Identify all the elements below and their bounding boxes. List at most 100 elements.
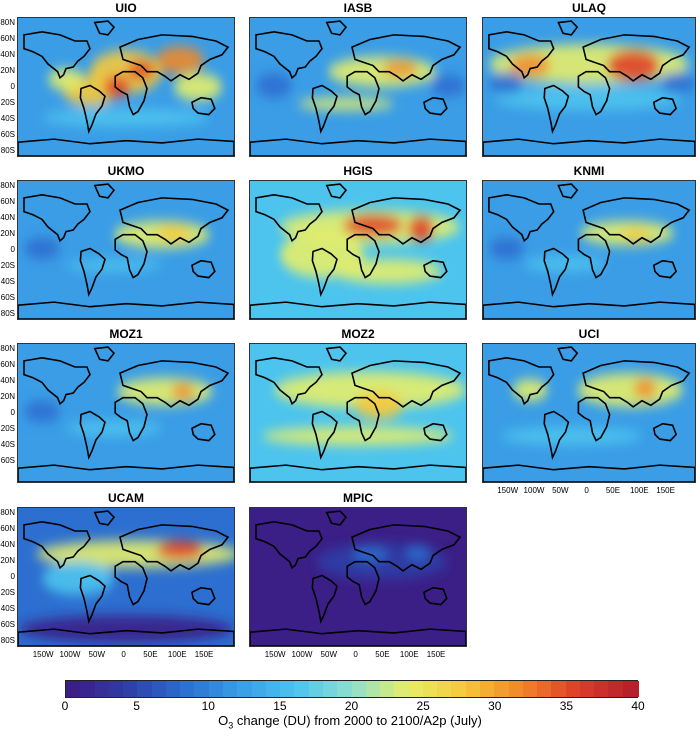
map-panel-hgis: HGIS [249, 164, 467, 320]
coastline [18, 139, 234, 156]
ozone-blob [42, 561, 114, 596]
lon-axis: 150W 100W 50W 0 50E 100E 150E [17, 647, 235, 659]
ozone-blob [382, 60, 418, 77]
colorbar-segment [294, 681, 311, 697]
colorbar-segment [380, 681, 397, 697]
coastline [120, 525, 228, 571]
coastline [424, 261, 447, 278]
ozone-blob [500, 426, 642, 446]
map-panel-ukmo: UKMO 80N 60N 40N 20N 0 20S 40S 60S 80S [0, 164, 235, 320]
coastline [256, 358, 322, 404]
lat-axis: 80N 60N 40N 20N 0 20S 40S 60S 80S [0, 507, 15, 647]
coastline [352, 525, 460, 571]
coastline [558, 184, 577, 198]
lat-label: 40N [0, 212, 15, 222]
map-panel-ucam: UCAM 80N 60N 40N 20N 0 20S 40S 60S 80S 150W 100W 5… [0, 491, 235, 659]
lat-label: 60N [0, 523, 15, 533]
colorbar-segment [308, 681, 325, 697]
ozone-blob [512, 379, 548, 401]
map-panel-moz1: MOZ1 80N 60N 40N 20N 0 20S 40S 60S [0, 327, 235, 483]
map-panel-uio: UIO 80N 60N 40N 20N 0 20S 40S 60S 80S [0, 1, 235, 157]
lat-label: 20S [0, 588, 15, 598]
ozone-blob [66, 259, 162, 272]
lat-label: 40S [0, 277, 15, 287]
coastline [544, 248, 568, 294]
ozone-blob [430, 74, 466, 97]
colorbar-segment [551, 681, 568, 697]
coastline [347, 398, 379, 441]
lat-label: 60N [0, 196, 15, 206]
coastline [95, 21, 114, 35]
lon-label: 150E [426, 650, 446, 659]
ozone-blob [298, 97, 394, 110]
coastline [654, 261, 676, 278]
lat-label: 60S [0, 293, 15, 303]
colorbar-segment [280, 681, 297, 697]
lat-label: 20N [0, 555, 15, 565]
coastline [327, 511, 346, 525]
colorbar-tick-label: 40 [631, 699, 645, 713]
lat-label: 20S [0, 98, 15, 108]
map-area [17, 17, 235, 157]
ozone-field [24, 377, 213, 436]
lon-label: 50W [320, 650, 338, 659]
panel-title: UCI [578, 327, 600, 341]
colorbar-segment [351, 681, 368, 697]
panel-title: MOZ2 [341, 327, 375, 341]
lon-axis: 150W 100W 50W 0 50E 100E 150E [482, 483, 696, 495]
lon-label: 0 [121, 650, 126, 659]
coastline [192, 98, 215, 115]
panel-title: UIO [115, 1, 137, 15]
colorbar-segment [194, 681, 211, 697]
ozone-blob [24, 237, 60, 260]
map-background [483, 344, 695, 482]
ozone-blob [48, 68, 84, 91]
coastline [95, 347, 114, 361]
panel-title: UCAM [108, 491, 144, 505]
ozone-blob [66, 420, 162, 436]
lon-label: 100E [629, 486, 649, 495]
ozone-blob [488, 72, 525, 94]
lat-label: 20S [0, 261, 15, 271]
coastline [424, 588, 447, 605]
colorbar-segment [508, 681, 525, 697]
lat-label: 40S [0, 440, 15, 450]
coastline [544, 85, 568, 131]
coastline [24, 522, 90, 568]
lat-axis: 80N 60N 40N 20N 0 20S 40S 60S [0, 343, 15, 483]
lat-label: 80S [0, 636, 15, 646]
coastline [115, 72, 147, 115]
map-panel-iasb: IASB [249, 1, 467, 157]
map-panel-uci: UCI 150W 100W 50W 0 50E 100E 150E [482, 327, 696, 495]
ozone-field [280, 210, 460, 284]
colorbar-segment [322, 681, 339, 697]
map-area [482, 343, 696, 483]
lon-label: 100W [59, 650, 81, 659]
colorbar-segment [437, 681, 454, 697]
coastline [558, 21, 577, 35]
ozone-blob [156, 540, 204, 560]
ozone-blob [577, 373, 684, 407]
coastline [115, 398, 147, 441]
colorbar-segment [365, 681, 382, 697]
ozone-blob [24, 400, 60, 423]
lon-label: 150E [656, 486, 675, 495]
ozone-blob [18, 615, 234, 643]
coastline [544, 411, 568, 457]
coastline [24, 358, 90, 404]
lat-label: 0 [10, 245, 15, 254]
coastline [489, 195, 554, 241]
coastline [352, 35, 460, 81]
colorbar-segment [137, 681, 154, 697]
coastline [192, 424, 215, 441]
colorbar-segment [594, 681, 611, 697]
panel-title: UKMO [107, 164, 145, 178]
coastline [327, 347, 346, 361]
colorbar-segment [622, 681, 639, 697]
coastline [115, 235, 147, 278]
lat-label: 60N [0, 359, 15, 369]
ozone-blob [633, 379, 657, 398]
ozone-blob [174, 73, 222, 101]
colorbar-segment [165, 681, 182, 697]
colorbar-segment [522, 681, 539, 697]
